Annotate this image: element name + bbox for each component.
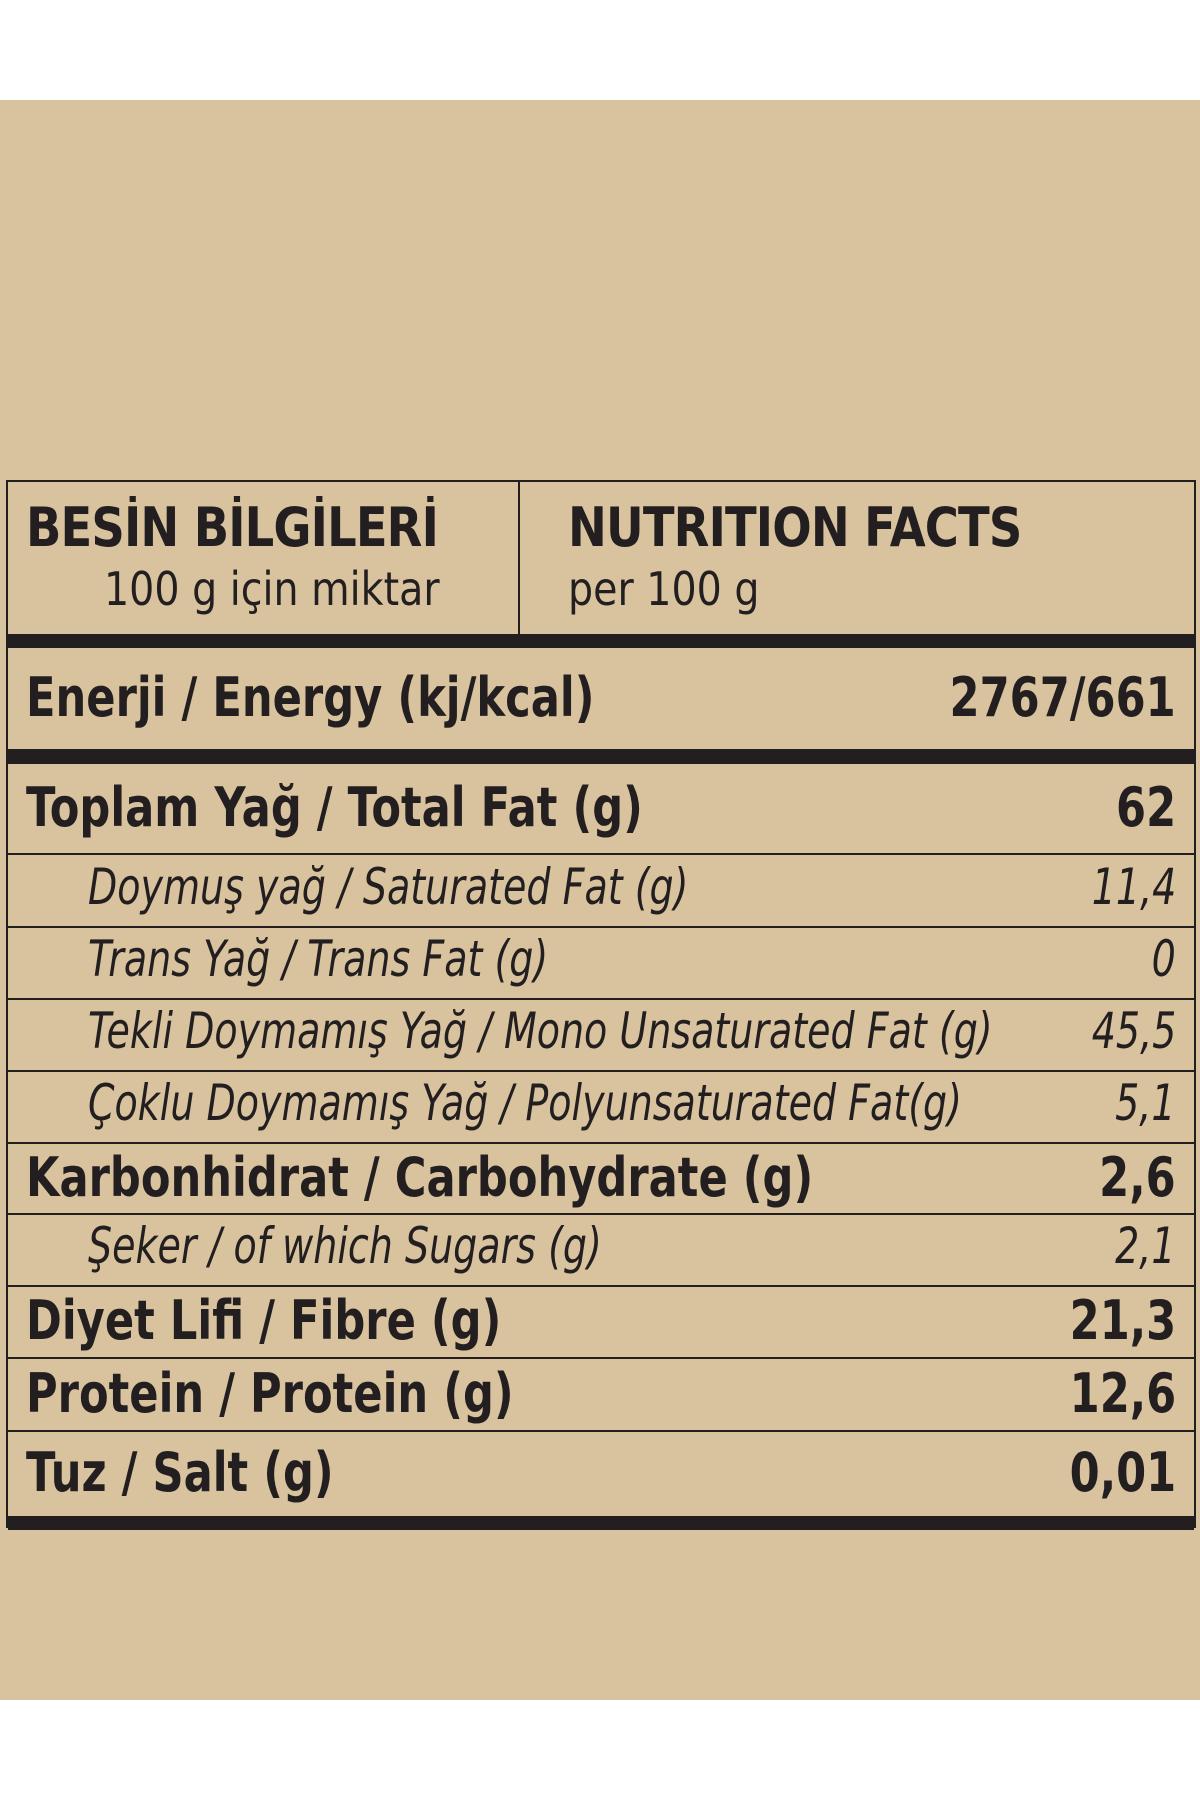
divider-thick bbox=[8, 749, 1194, 764]
nutrient-value: 11,4 bbox=[1091, 857, 1176, 916]
nutrient-value: 0 bbox=[1151, 930, 1176, 988]
divider-thick-bottom bbox=[8, 1516, 1194, 1530]
row-divider bbox=[8, 926, 1194, 928]
nutrient-row: Şeker / of which Sugars (g) 2,1 bbox=[8, 1214, 1194, 1286]
nutrient-label: Protein / Protein (g) bbox=[26, 1361, 514, 1425]
row-divider bbox=[8, 998, 1194, 1000]
nutrient-value: 45,5 bbox=[1091, 1002, 1176, 1060]
nutrient-row: Karbonhidrat / Carbohydrate (g) 2,6 bbox=[8, 1143, 1194, 1214]
nutrient-value: 0,01 bbox=[1069, 1440, 1176, 1504]
nutrient-value: 21,3 bbox=[1069, 1289, 1176, 1352]
column-divider bbox=[518, 482, 520, 634]
nutrient-label: Trans Yağ / Trans Fat (g) bbox=[88, 930, 549, 988]
nutrient-label: Karbonhidrat / Carbohydrate (g) bbox=[26, 1145, 814, 1209]
nutrient-row: Çoklu Doymamış Yağ / Polyunsaturated Fat… bbox=[8, 1071, 1194, 1143]
nutrient-value: 62 bbox=[1115, 776, 1176, 839]
nutrient-row: Protein / Protein (g) 12,6 bbox=[8, 1358, 1194, 1431]
nutrient-value: 12,6 bbox=[1069, 1361, 1176, 1425]
nutrient-row: Diyet Lifi / Fibre (g) 21,3 bbox=[8, 1286, 1194, 1358]
nutrient-row: Toplam Yağ / Total Fat (g) 62 bbox=[8, 764, 1194, 854]
row-divider bbox=[8, 1430, 1194, 1432]
nutrient-value: 2,1 bbox=[1115, 1217, 1176, 1275]
energy-label: Enerji / Energy (kj/kcal) bbox=[26, 666, 595, 729]
divider-thick bbox=[8, 634, 1194, 648]
nutrient-value: 2,6 bbox=[1099, 1145, 1176, 1209]
row-divider bbox=[8, 1357, 1194, 1359]
nutrient-label: Doymuş yağ / Saturated Fat (g) bbox=[88, 857, 689, 916]
nutrient-label: Şeker / of which Sugars (g) bbox=[88, 1217, 602, 1275]
energy-row: Enerji / Energy (kj/kcal) 2767/661 bbox=[8, 648, 1194, 749]
row-divider bbox=[8, 853, 1194, 855]
tr-title: BESİN BİLGİLERİ bbox=[26, 496, 439, 559]
nutrient-row: Tekli Doymamış Yağ / Mono Unsaturated Fa… bbox=[8, 999, 1194, 1071]
row-divider bbox=[8, 1213, 1194, 1215]
nutrient-label: Çoklu Doymamış Yağ / Polyunsaturated Fat… bbox=[88, 1074, 962, 1132]
nutrient-row: Doymuş yağ / Saturated Fat (g) 11,4 bbox=[8, 854, 1194, 927]
nutrient-value: 5,1 bbox=[1115, 1074, 1176, 1132]
energy-value: 2767/661 bbox=[949, 666, 1176, 729]
nutrient-label: Toplam Yağ / Total Fat (g) bbox=[26, 776, 643, 839]
row-divider bbox=[8, 1070, 1194, 1072]
en-subtitle: per 100 g bbox=[568, 562, 760, 616]
row-divider bbox=[8, 1285, 1194, 1287]
nutrient-row: Trans Yağ / Trans Fat (g) 0 bbox=[8, 927, 1194, 999]
nutrient-label: Tekli Doymamış Yağ / Mono Unsaturated Fa… bbox=[88, 1002, 993, 1060]
nutrient-label: Diyet Lifi / Fibre (g) bbox=[26, 1289, 502, 1352]
tr-subtitle: 100 g için miktar bbox=[104, 562, 440, 616]
nutrient-label: Tuz / Salt (g) bbox=[26, 1440, 334, 1504]
nutrition-table: BESİN BİLGİLERİ 100 g için miktar NUTRIT… bbox=[6, 480, 1196, 1530]
row-divider bbox=[8, 1142, 1194, 1144]
en-title: NUTRITION FACTS bbox=[568, 496, 1022, 559]
label-panel: BESİN BİLGİLERİ 100 g için miktar NUTRIT… bbox=[0, 100, 1200, 1700]
nutrient-row: Tuz / Salt (g) 0,01 bbox=[8, 1431, 1194, 1516]
